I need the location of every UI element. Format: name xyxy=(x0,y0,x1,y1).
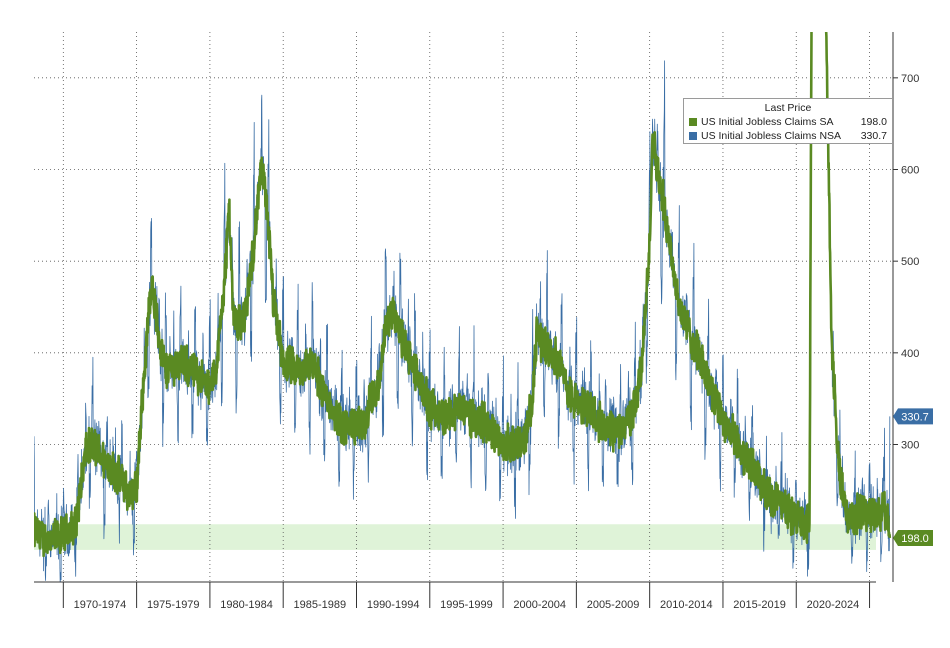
x-tick-label-5: 1995-1999 xyxy=(440,599,493,611)
legend: Last Price US Initial Jobless Claims SA … xyxy=(683,98,893,144)
x-tick-label-0: 1970-1974 xyxy=(74,599,127,611)
last-value-tag-sa-text: 198.0 xyxy=(901,533,929,545)
x-tick-label-4: 1990-1994 xyxy=(367,599,420,611)
legend-label-sa: US Initial Jobless Claims SA xyxy=(701,116,834,128)
y-tick-label-500: 500 xyxy=(901,256,919,268)
x-tick-label-7: 2005-2009 xyxy=(587,599,640,611)
axes-layer xyxy=(34,32,894,583)
y-tick-label-600: 600 xyxy=(901,165,919,177)
y-tick-label-400: 400 xyxy=(901,348,919,360)
legend-label-nsa: US Initial Jobless Claims NSA xyxy=(701,130,842,142)
x-tick-label-1: 1975-1979 xyxy=(147,599,200,611)
highlight-band xyxy=(34,524,876,550)
series-line-sa xyxy=(34,32,892,558)
x-tick-labels: 1970-1974 1975-1979 1980-1984 1985-1989 1990… xyxy=(62,582,871,611)
series-sa-layer xyxy=(34,32,892,558)
highlight-band-layer xyxy=(34,524,876,550)
legend-title: Last Price xyxy=(764,102,812,114)
x-tick-label-8: 2010-2014 xyxy=(660,599,713,611)
legend-swatch-nsa xyxy=(689,132,697,140)
y-tick-label-700: 700 xyxy=(901,73,919,85)
x-tick-label-10: 2020-2024 xyxy=(807,599,860,611)
last-value-tags: 330.7 198.0 xyxy=(893,408,933,546)
y-tick-label-300: 300 xyxy=(901,440,919,452)
last-value-tag-nsa-bg xyxy=(893,408,933,425)
x-tick-label-2: 1980-1984 xyxy=(220,599,273,611)
y-tick-labels: 300 400 500 600 700 xyxy=(893,73,919,452)
x-tick-label-6: 2000-2004 xyxy=(513,599,566,611)
x-tick-label-9: 2015-2019 xyxy=(733,599,786,611)
legend-swatch-sa xyxy=(689,118,697,126)
last-value-tag-nsa: 330.7 xyxy=(893,408,933,425)
legend-value-nsa: 330.7 xyxy=(860,130,887,142)
last-value-tag-sa: 198.0 xyxy=(893,530,933,546)
last-value-tag-sa-bg xyxy=(893,530,933,546)
last-value-tag-nsa-text: 330.7 xyxy=(901,411,929,423)
legend-item-sa: US Initial Jobless Claims SA 198.0 xyxy=(684,115,892,129)
legend-item-nsa: US Initial Jobless Claims NSA 330.7 xyxy=(684,129,892,143)
x-tick-label-3: 1985-1989 xyxy=(294,599,347,611)
legend-value-sa: 198.0 xyxy=(860,116,887,128)
